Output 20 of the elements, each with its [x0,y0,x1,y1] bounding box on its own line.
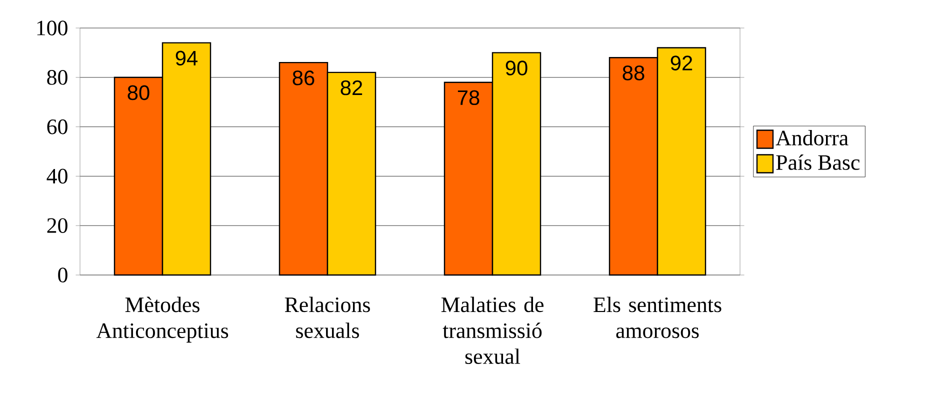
data-label: 86 [292,70,314,86]
legend-label: Andorra [776,130,848,146]
y-tick-label: 40 [46,168,68,184]
y-tick-label: 100 [37,20,68,36]
y-tick-label: 60 [47,119,68,134]
legend-label: País Basc [776,154,860,170]
y-tick-label: 0 [58,268,68,282]
x-tick-label: Els sentiments amorosos [594,296,722,338]
data-label: 94 [176,50,198,66]
data-label: 92 [670,56,692,70]
data-label: 78 [458,90,480,106]
y-tick-label: 20 [47,218,68,233]
x-tick-label: Malaties de transmissió sexual [441,296,544,364]
data-label: 88 [622,66,644,80]
y-tick-label: 80 [47,70,68,85]
x-tick-label: Mètodes Anticonceptius [96,296,228,343]
data-label: 90 [506,60,528,76]
data-label: 80 [128,85,150,100]
data-label: 82 [340,80,362,96]
x-tick-label: Relacions sexuals [284,296,370,338]
